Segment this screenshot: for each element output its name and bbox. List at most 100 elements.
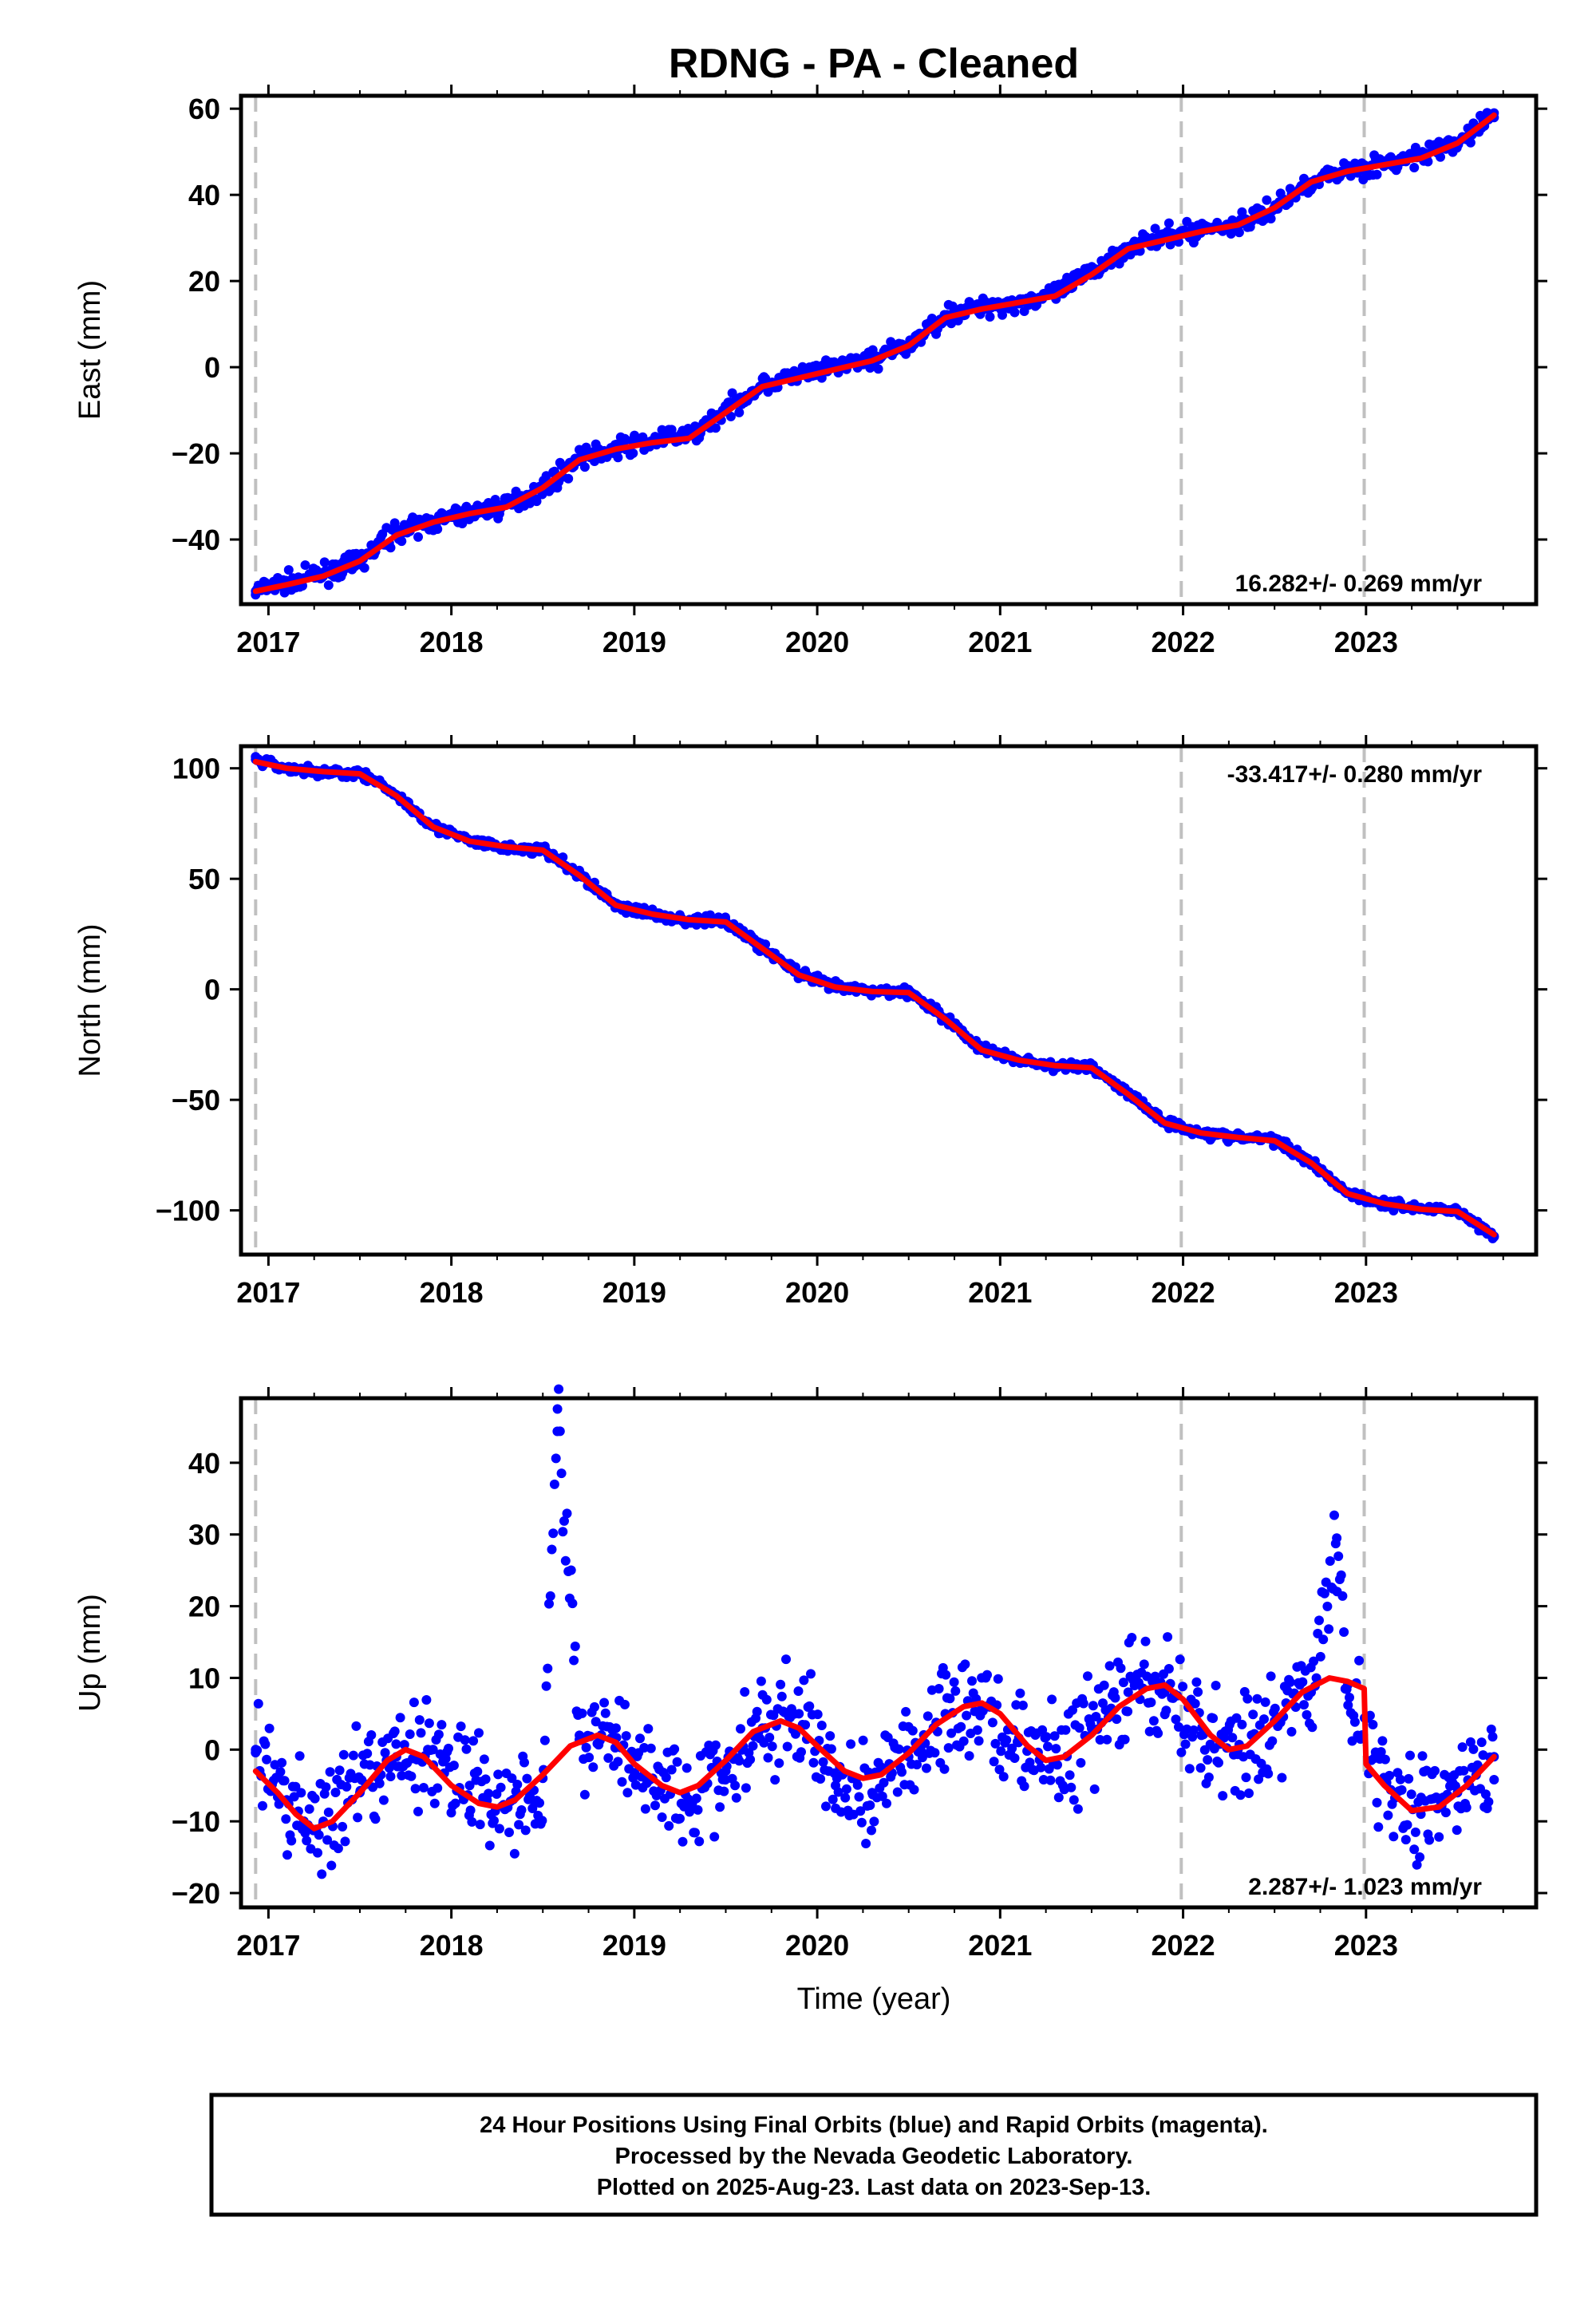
position-point bbox=[1259, 1714, 1269, 1725]
position-point bbox=[591, 1717, 601, 1727]
position-point bbox=[854, 1792, 864, 1802]
x-tick-label: 2023 bbox=[1334, 1276, 1398, 1309]
position-point bbox=[409, 1697, 419, 1708]
y-tick-label: −20 bbox=[172, 437, 220, 470]
position-point bbox=[1489, 1775, 1499, 1784]
position-point bbox=[1465, 1737, 1476, 1747]
position-point bbox=[302, 1836, 312, 1846]
position-point bbox=[1123, 1687, 1133, 1697]
position-point bbox=[1043, 1741, 1053, 1752]
position-point bbox=[461, 1744, 472, 1754]
position-point bbox=[1395, 1774, 1405, 1784]
figure-title: RDNG - PA - Cleaned bbox=[669, 41, 1079, 87]
position-point bbox=[566, 1565, 576, 1575]
x-tick-label: 2017 bbox=[236, 1276, 300, 1309]
position-point bbox=[1266, 1671, 1276, 1682]
position-point bbox=[1176, 1747, 1187, 1757]
position-point bbox=[1345, 1693, 1354, 1702]
position-point bbox=[1123, 1706, 1133, 1717]
position-point bbox=[468, 1736, 479, 1746]
y-tick-label: 0 bbox=[204, 351, 220, 384]
position-point bbox=[603, 1753, 614, 1763]
position-point bbox=[1099, 1680, 1109, 1690]
position-point bbox=[897, 1767, 907, 1777]
position-point bbox=[734, 1756, 745, 1766]
position-point bbox=[1252, 1694, 1262, 1704]
position-point bbox=[719, 1786, 729, 1796]
position-point bbox=[1329, 1510, 1339, 1520]
position-point bbox=[879, 1777, 889, 1788]
position-point bbox=[380, 1748, 390, 1758]
position-point bbox=[1343, 1700, 1353, 1710]
position-point bbox=[319, 557, 330, 567]
plot-frame bbox=[239, 93, 1539, 607]
position-point bbox=[1203, 1773, 1214, 1782]
position-point bbox=[1120, 1734, 1130, 1745]
position-point bbox=[479, 1754, 489, 1765]
position-point bbox=[460, 1735, 470, 1745]
position-point bbox=[1404, 1773, 1414, 1784]
position-point bbox=[581, 1742, 591, 1753]
position-point bbox=[825, 1731, 836, 1741]
position-point bbox=[972, 1725, 982, 1735]
position-point bbox=[385, 1772, 396, 1781]
position-point bbox=[480, 1774, 491, 1784]
position-point bbox=[522, 1773, 532, 1784]
position-point bbox=[282, 1850, 292, 1860]
position-point bbox=[840, 1792, 851, 1803]
position-point bbox=[666, 1765, 677, 1775]
x-tick-label: 2018 bbox=[420, 1276, 484, 1309]
position-point bbox=[1267, 1736, 1278, 1746]
position-point bbox=[1244, 1788, 1254, 1798]
position-point bbox=[1190, 1698, 1200, 1709]
position-point bbox=[684, 1802, 694, 1812]
position-point bbox=[1017, 1700, 1028, 1710]
position-point bbox=[763, 1753, 773, 1763]
position-point bbox=[781, 1654, 791, 1665]
x-tick-label: 2022 bbox=[1152, 626, 1215, 658]
position-point bbox=[467, 1816, 477, 1827]
y-tick-label: 0 bbox=[204, 974, 220, 1006]
position-point bbox=[567, 1599, 578, 1609]
position-point bbox=[941, 1670, 951, 1680]
position-point bbox=[934, 1684, 944, 1694]
position-point bbox=[527, 1804, 538, 1813]
position-point bbox=[1434, 1832, 1444, 1842]
position-point bbox=[1001, 1735, 1012, 1745]
position-point bbox=[579, 1789, 590, 1800]
position-point bbox=[804, 1701, 815, 1711]
position-point bbox=[1174, 1721, 1183, 1732]
plot-frame bbox=[239, 744, 1539, 1257]
position-point bbox=[793, 1686, 804, 1696]
position-point bbox=[1163, 1664, 1174, 1674]
position-point bbox=[395, 1713, 405, 1723]
position-point bbox=[1486, 1724, 1496, 1734]
x-tick-label: 2023 bbox=[1334, 626, 1398, 658]
position-point bbox=[1299, 173, 1309, 184]
position-point bbox=[748, 1741, 758, 1751]
position-point bbox=[1073, 1804, 1083, 1814]
y-tick-label: 40 bbox=[188, 1447, 220, 1480]
position-point bbox=[1069, 1795, 1079, 1805]
position-point bbox=[736, 1724, 745, 1734]
position-point bbox=[808, 1757, 819, 1768]
position-point bbox=[313, 1848, 322, 1858]
position-point bbox=[943, 1743, 954, 1753]
position-point bbox=[846, 1739, 856, 1749]
position-point bbox=[734, 407, 745, 417]
position-point bbox=[958, 1736, 969, 1746]
position-point bbox=[1368, 1720, 1378, 1729]
position-point bbox=[664, 1820, 674, 1831]
position-point bbox=[761, 1694, 772, 1705]
position-point bbox=[537, 1816, 547, 1826]
position-point bbox=[1078, 1698, 1088, 1709]
position-point bbox=[1405, 1750, 1415, 1761]
position-point bbox=[1266, 214, 1276, 223]
position-point bbox=[262, 1754, 272, 1765]
position-point bbox=[1083, 1671, 1092, 1682]
position-point bbox=[710, 1740, 721, 1750]
position-point bbox=[1088, 1701, 1098, 1711]
position-point bbox=[1165, 239, 1175, 250]
position-point bbox=[1237, 1719, 1247, 1729]
position-point bbox=[570, 1641, 580, 1651]
